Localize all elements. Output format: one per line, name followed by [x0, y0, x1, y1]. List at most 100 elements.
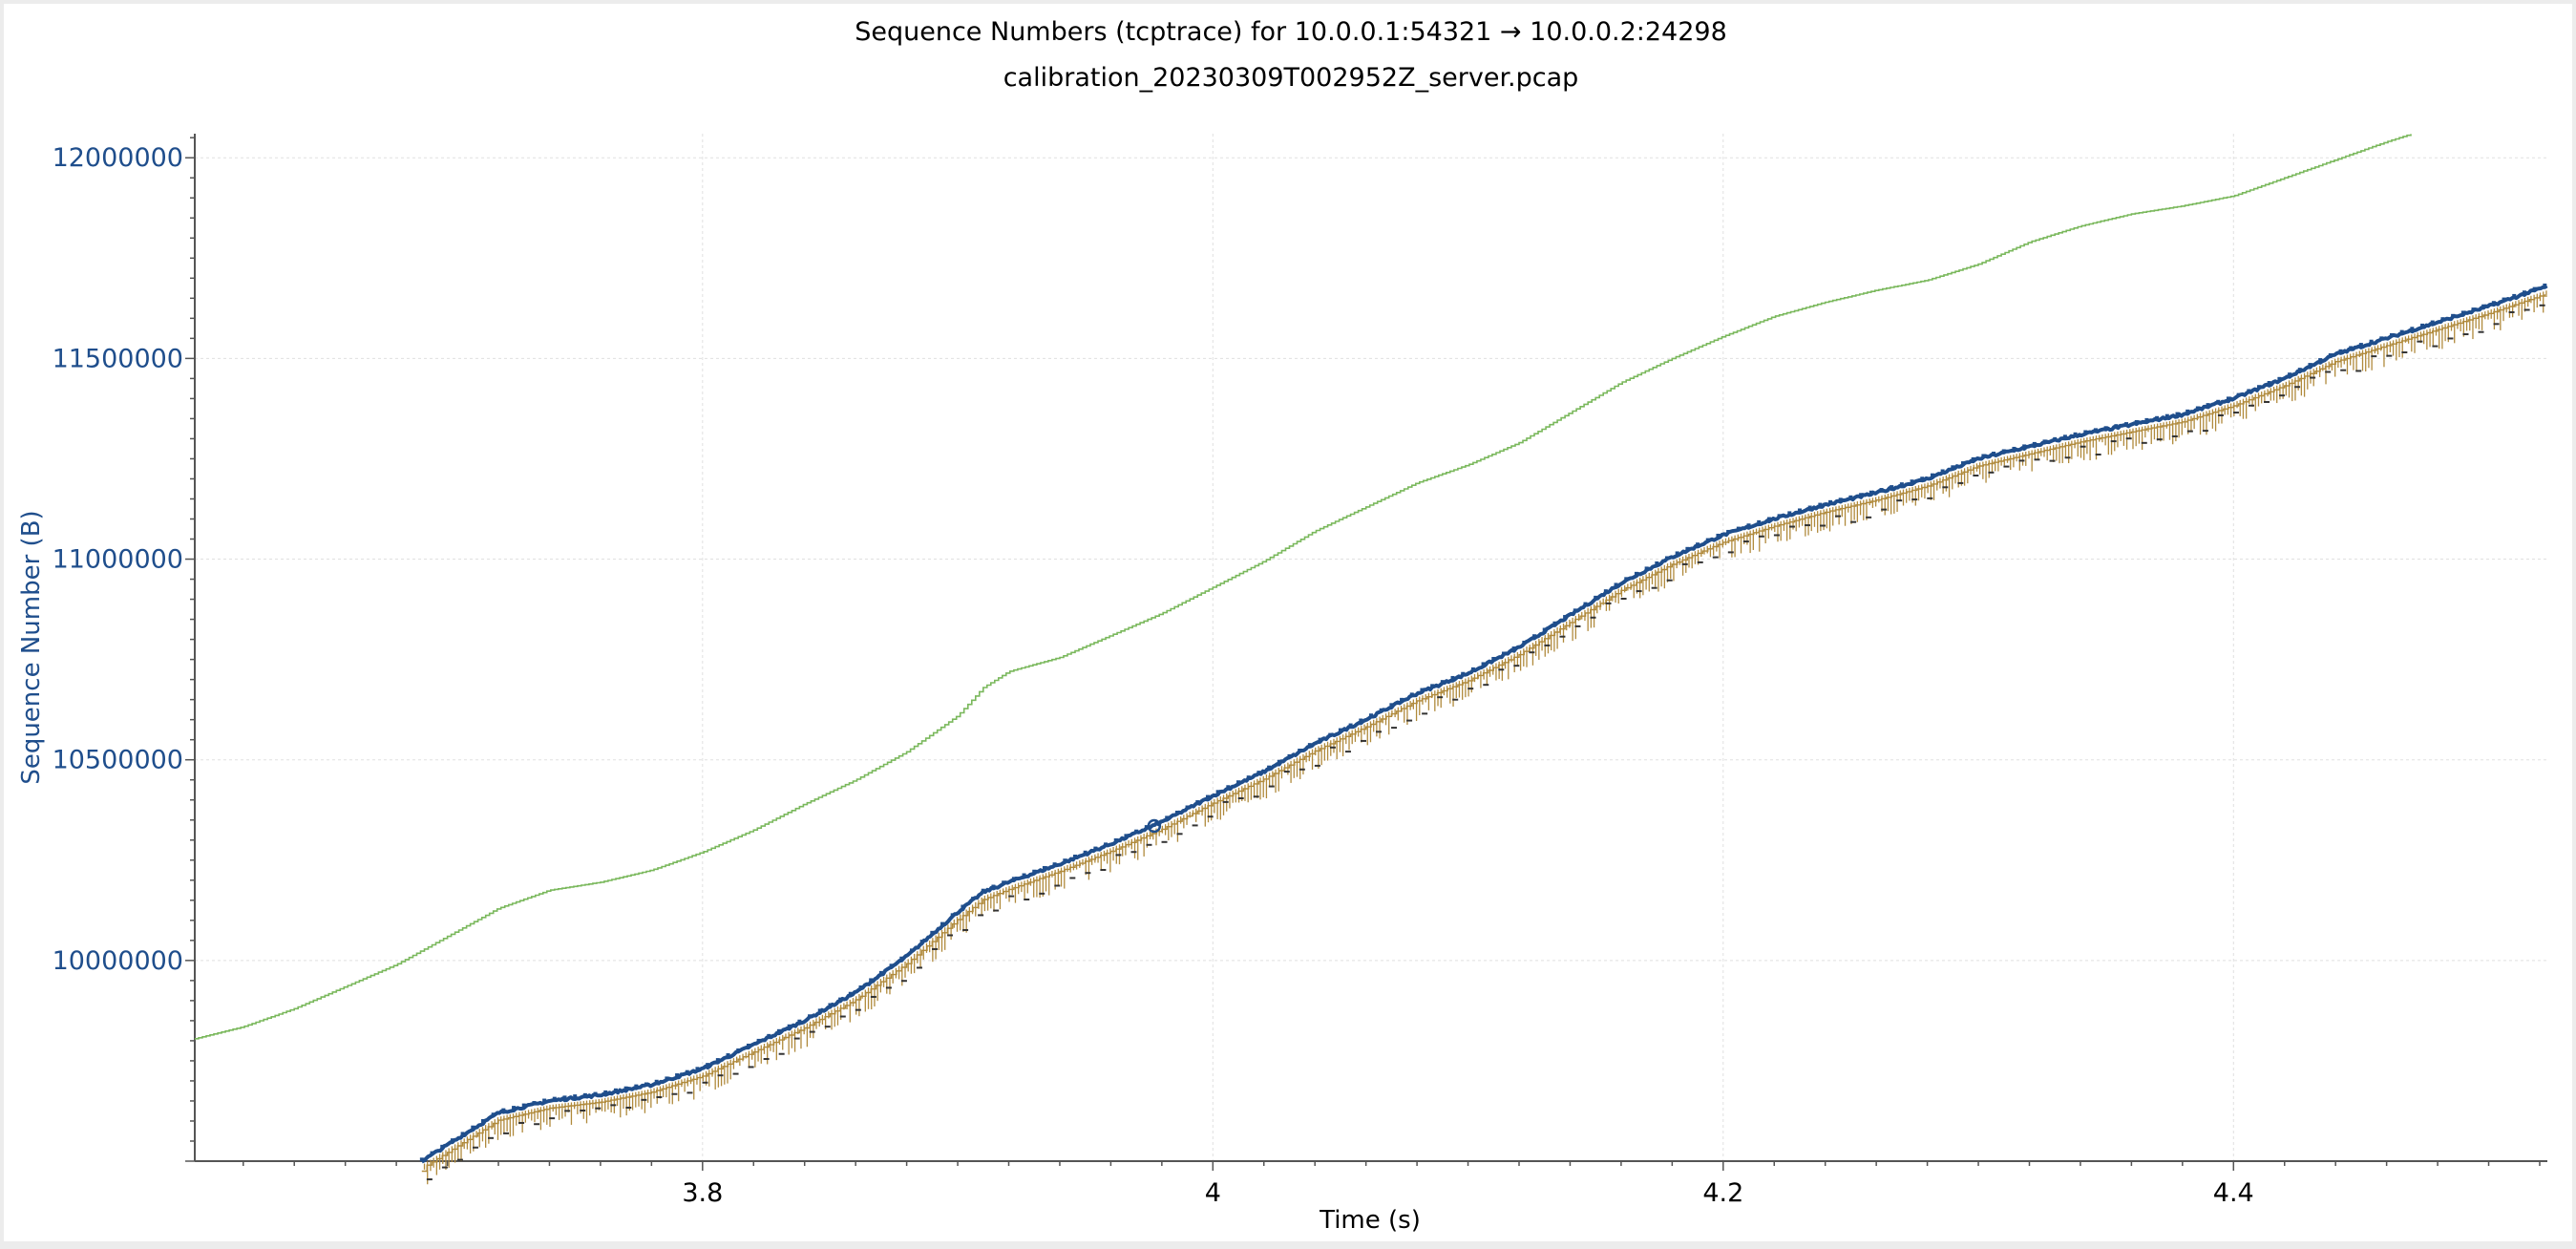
segment-point[interactable] — [2134, 419, 2139, 424]
segment-point[interactable] — [1522, 640, 1527, 645]
segment-point[interactable] — [1899, 482, 1904, 487]
segment-point[interactable] — [2103, 426, 2108, 431]
segment-point[interactable] — [1440, 680, 1445, 685]
segment-point[interactable] — [1185, 805, 1190, 810]
segment-point[interactable] — [2226, 396, 2230, 401]
segment-point[interactable] — [1461, 671, 1466, 676]
segment-point[interactable] — [1318, 737, 1322, 742]
segment-point[interactable] — [2460, 310, 2465, 315]
segment-point[interactable] — [1174, 810, 1179, 815]
segment-point[interactable] — [603, 1090, 608, 1094]
segment-point[interactable] — [1144, 825, 1149, 830]
segment-point[interactable] — [1838, 497, 1843, 502]
segment-point[interactable] — [2328, 353, 2333, 358]
segment-point[interactable] — [715, 1058, 720, 1063]
segment-point[interactable] — [2267, 381, 2271, 386]
segment-point[interactable] — [1563, 615, 1568, 620]
segment-point[interactable] — [2277, 376, 2282, 381]
segment-point[interactable] — [1002, 880, 1006, 885]
segment-point[interactable] — [471, 1125, 475, 1130]
segment-point[interactable] — [1124, 834, 1129, 838]
segment-point[interactable] — [1981, 454, 1986, 458]
segment-point[interactable] — [2185, 409, 2190, 413]
segment-point[interactable] — [1573, 608, 1577, 613]
segment-point[interactable] — [2001, 449, 2006, 454]
segment-point[interactable] — [1400, 697, 1404, 702]
segment-point[interactable] — [2440, 317, 2445, 322]
segment-point[interactable] — [2532, 286, 2537, 291]
segment-point[interactable] — [1287, 753, 1292, 758]
segment-point[interactable] — [1348, 723, 1353, 728]
segment-point[interactable] — [573, 1094, 578, 1099]
segment-point[interactable] — [1665, 556, 1670, 561]
segment-point[interactable] — [1777, 514, 1782, 519]
segment-point[interactable] — [1215, 790, 1220, 794]
segment-point[interactable] — [2175, 412, 2180, 416]
segment-point[interactable] — [746, 1043, 750, 1048]
segment-point[interactable] — [1369, 713, 1373, 718]
segment-point[interactable] — [634, 1084, 639, 1089]
segment-point[interactable] — [1011, 877, 1016, 881]
segment-point[interactable] — [838, 997, 843, 1002]
segment-point[interactable] — [1379, 708, 1383, 712]
segment-point[interactable] — [2083, 430, 2088, 434]
segment-point[interactable] — [2114, 424, 2119, 429]
segment-point[interactable] — [1583, 602, 1588, 606]
segment-point[interactable] — [1032, 869, 1037, 874]
segment-point[interactable] — [1930, 473, 1934, 477]
segment-point[interactable] — [1328, 732, 1333, 737]
segment-point[interactable] — [1542, 627, 1547, 632]
segment-point[interactable] — [562, 1095, 567, 1100]
segment-point[interactable] — [2012, 446, 2016, 451]
segment-point[interactable] — [593, 1091, 598, 1096]
segment-point[interactable] — [532, 1101, 537, 1106]
segment-point[interactable] — [1552, 621, 1557, 625]
segment-point[interactable] — [1971, 456, 1975, 461]
segment-point[interactable] — [2164, 413, 2169, 418]
segment-point[interactable] — [1675, 551, 1679, 556]
segment-point[interactable] — [1165, 815, 1170, 820]
segment-point[interactable] — [2379, 336, 2384, 341]
segment-point[interactable] — [1083, 850, 1087, 855]
segment-point[interactable] — [521, 1103, 526, 1108]
segment-point[interactable] — [1910, 479, 1914, 484]
segment-point[interactable] — [2073, 432, 2078, 436]
segment-point[interactable] — [817, 1008, 822, 1013]
segment-point[interactable] — [480, 1118, 485, 1123]
segment-point[interactable] — [787, 1024, 792, 1028]
segment-point[interactable] — [767, 1033, 771, 1038]
segment-point[interactable] — [1624, 577, 1629, 582]
segment-point[interactable] — [1104, 842, 1109, 847]
segment-point[interactable] — [2155, 415, 2160, 420]
segment-point[interactable] — [981, 888, 985, 893]
segment-point[interactable] — [2236, 392, 2241, 397]
segment-point[interactable] — [1450, 675, 1455, 680]
segment-point[interactable] — [1797, 508, 1802, 513]
segment-point[interactable] — [1746, 523, 1751, 528]
segment-point[interactable] — [1951, 465, 1955, 470]
segment-point[interactable] — [501, 1108, 506, 1112]
segment-point[interactable] — [685, 1069, 689, 1074]
segment-point[interactable] — [1818, 502, 1823, 507]
segment-point[interactable] — [2369, 339, 2374, 344]
segment-point[interactable] — [695, 1067, 700, 1071]
segment-point[interactable] — [899, 956, 904, 961]
segment-point[interactable] — [675, 1073, 680, 1078]
segment-point[interactable] — [1807, 505, 1812, 510]
segment-point[interactable] — [665, 1076, 669, 1081]
segment-point[interactable] — [1644, 566, 1649, 571]
segment-point[interactable] — [1859, 493, 1864, 497]
segment-point[interactable] — [776, 1028, 781, 1033]
segment-point[interactable] — [1511, 646, 1516, 651]
segment-point[interactable] — [1879, 488, 1884, 493]
segment-point[interactable] — [512, 1106, 517, 1111]
segment-point[interactable] — [623, 1086, 628, 1090]
segment-point[interactable] — [2451, 313, 2456, 318]
segment-point[interactable] — [1093, 846, 1098, 851]
segment-point[interactable] — [1705, 538, 1710, 542]
segment-point[interactable] — [2124, 422, 2129, 427]
segment-point[interactable] — [1491, 656, 1496, 661]
segment-point[interactable] — [2491, 301, 2496, 306]
segment-point[interactable] — [756, 1038, 761, 1043]
segment-point[interactable] — [2389, 332, 2394, 337]
